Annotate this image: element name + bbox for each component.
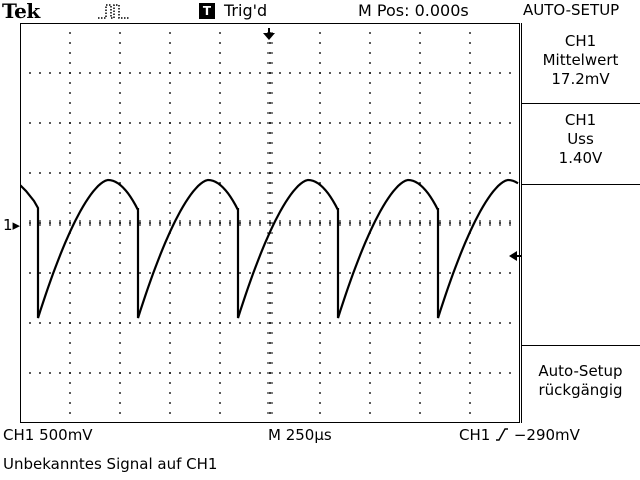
measurement-1-name: Mittelwert [542, 51, 619, 69]
ch1-scale: CH1 500mV [3, 426, 93, 444]
brand-logo: Tek [2, 0, 40, 23]
measurement-2-channel: CH1 [564, 111, 597, 129]
side-menu-divider [521, 103, 640, 104]
side-menu-divider [521, 184, 640, 185]
status-message: Unbekanntes Signal auf CH1 [3, 455, 218, 473]
trigger-level: −290mV [513, 426, 580, 444]
measurement-1[interactable]: CH1 Mittelwert 17.2mV [521, 32, 640, 89]
menu-title[interactable]: AUTO-SETUP [523, 1, 620, 19]
trigger-channel: CH1 [459, 426, 491, 444]
measurement-2-value: 1.40V [558, 149, 603, 167]
trigger-info: CH1 −290mV [459, 426, 580, 444]
timebase: M 250μs [268, 426, 332, 444]
waveform-graticule [20, 23, 520, 423]
trigger-status: Trig'd [224, 1, 268, 20]
undo-autosetup-line1: Auto-Setup [538, 362, 623, 380]
measurement-2[interactable]: CH1 Uss 1.40V [521, 111, 640, 168]
ch1-ground-arrow-icon: ▸ [12, 216, 21, 234]
measurement-2-name: Uss [567, 130, 594, 148]
measurement-1-value: 17.2mV [551, 70, 610, 88]
trigger-level-marker [509, 251, 522, 261]
undo-autosetup-line2: rückgängig [538, 381, 623, 399]
trigger-status-icon: T [199, 3, 215, 19]
ch1-ground-label: 1 [3, 216, 13, 234]
acquisition-icon [98, 4, 130, 19]
measurement-1-channel: CH1 [564, 32, 597, 50]
grid [20, 23, 520, 423]
rising-edge-icon [496, 428, 509, 441]
side-menu [521, 23, 640, 423]
trigger-position-marker [263, 28, 275, 40]
side-menu-divider [521, 345, 640, 346]
undo-autosetup-button[interactable]: Auto-Setup rückgängig [521, 362, 640, 400]
ch1-ground-marker: 1▸ [3, 216, 20, 234]
horizontal-position: M Pos: 0.000s [358, 1, 469, 20]
ch1-waveform [20, 178, 519, 319]
